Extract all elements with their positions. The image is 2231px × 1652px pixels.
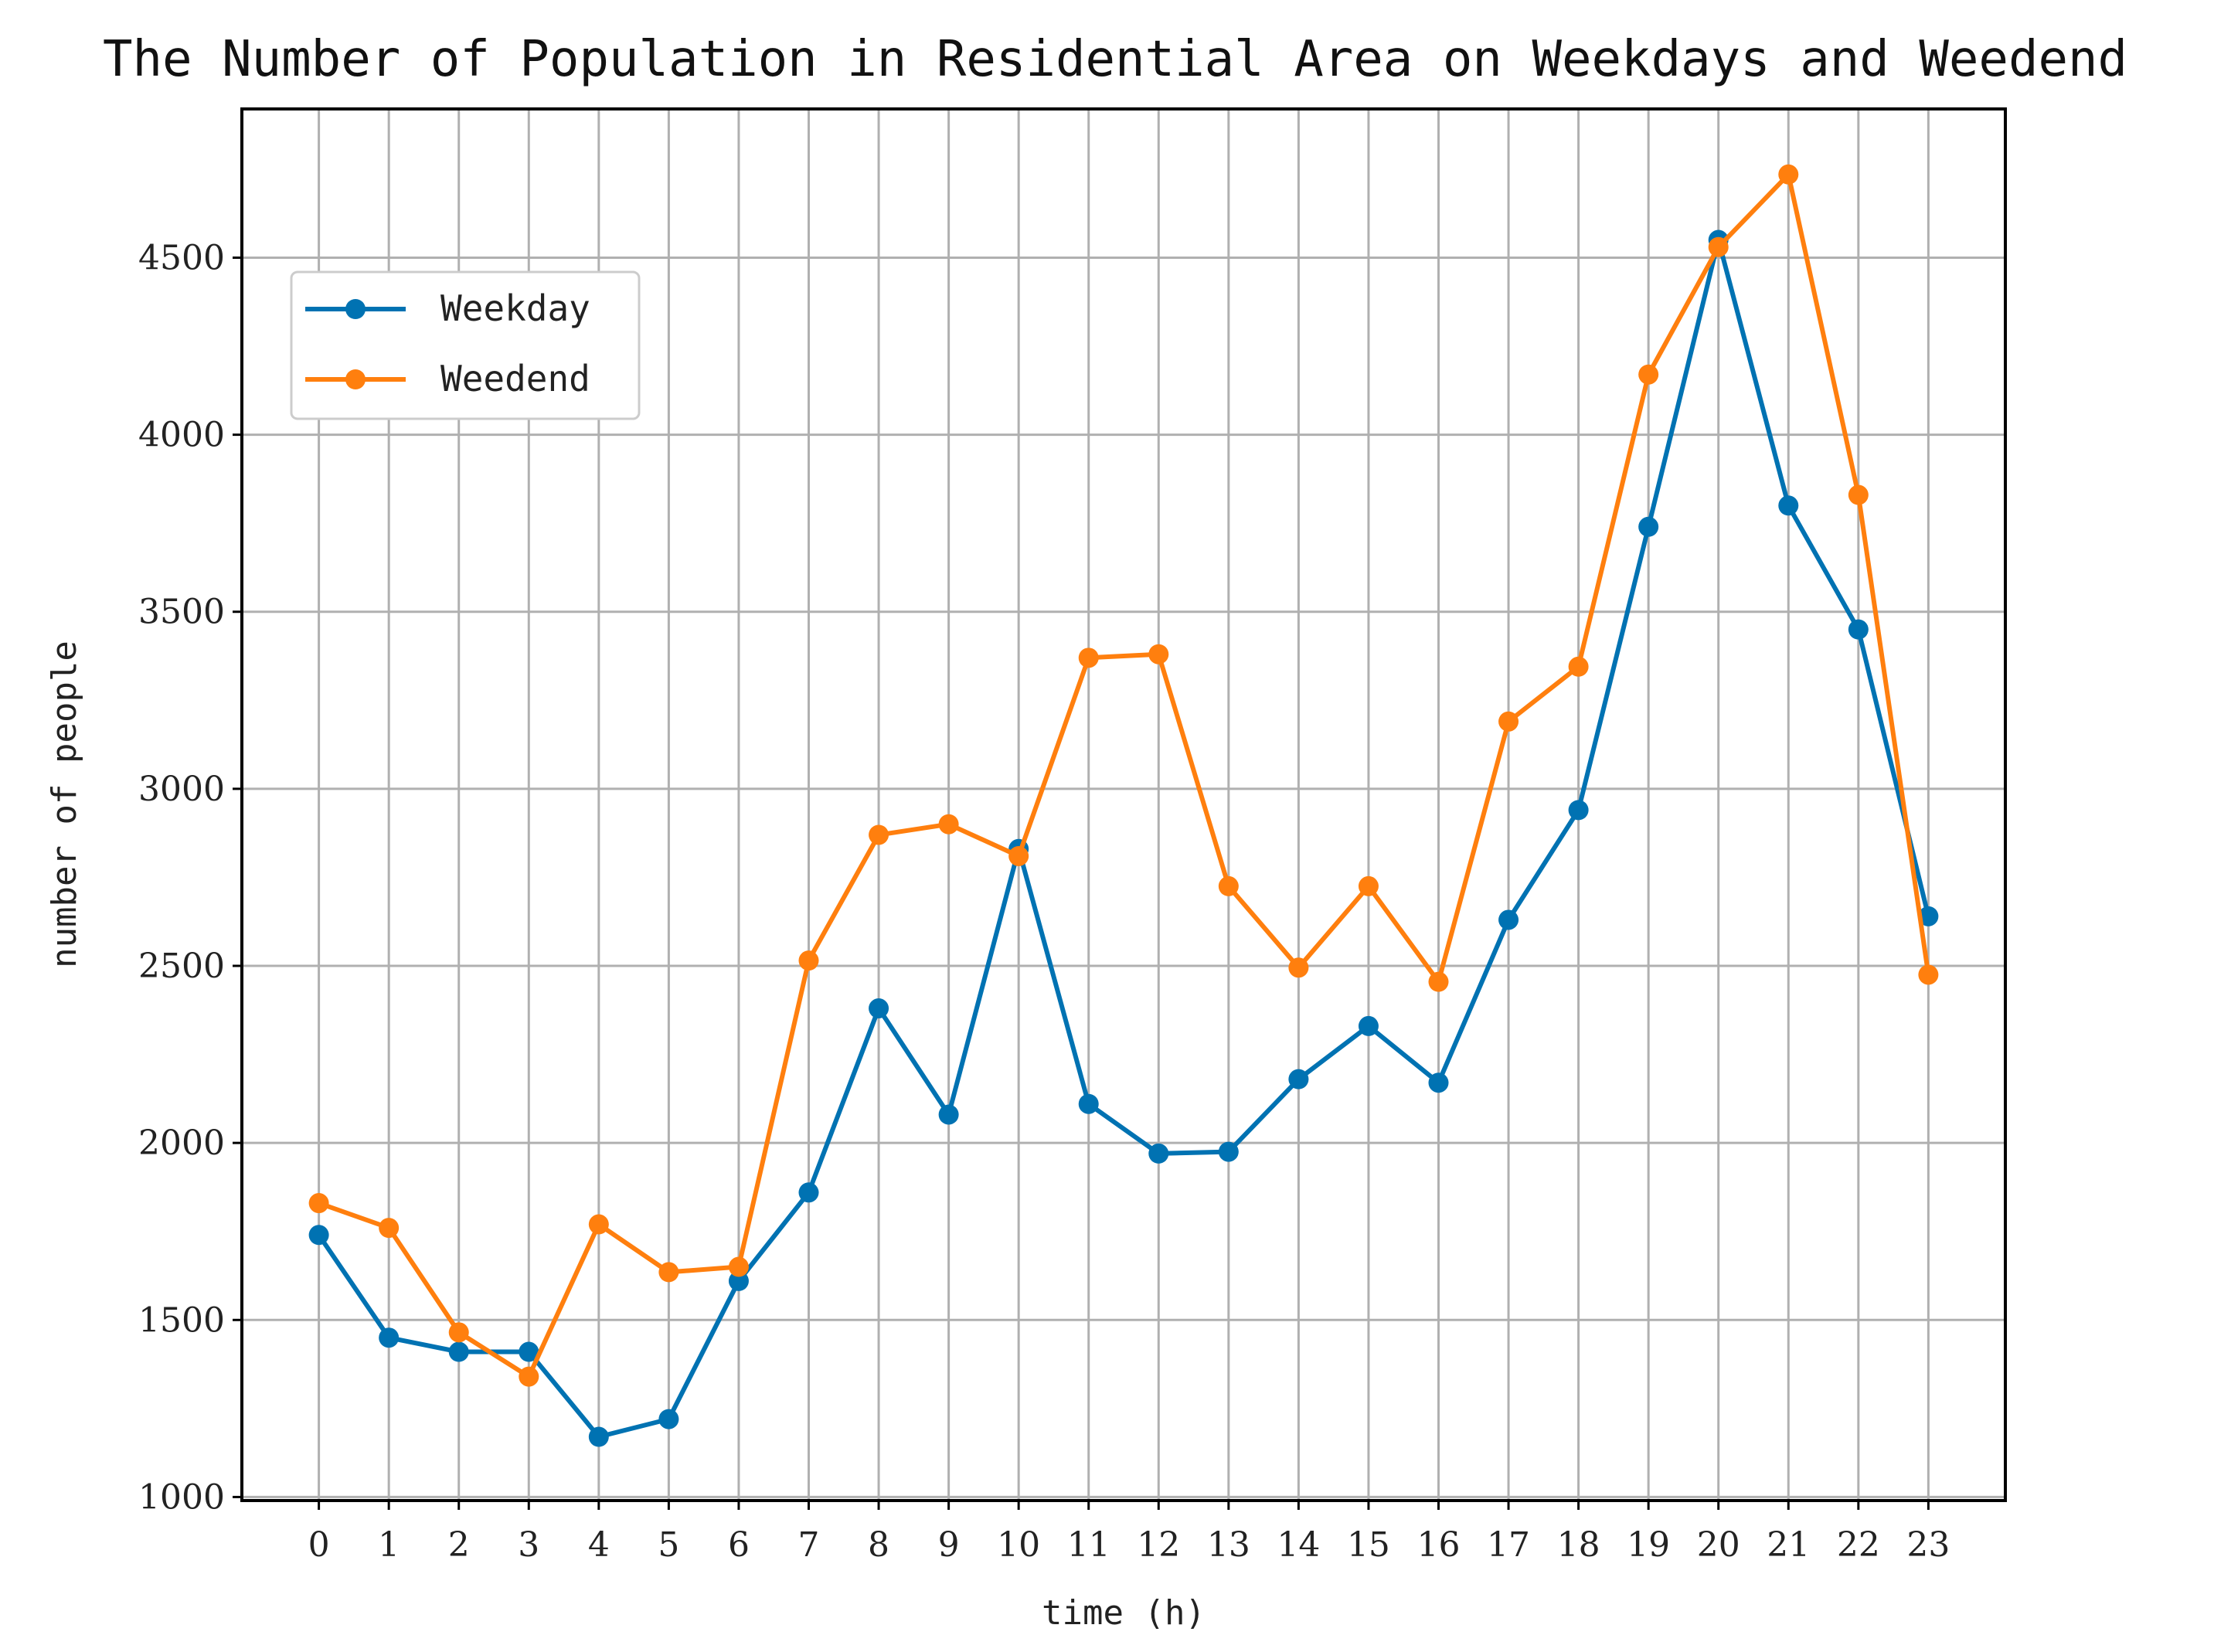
data-point-weekday [1638, 516, 1659, 537]
y-axis-ticks: 1000 1500 2000 2500 3000 3500 4000 4500 [138, 238, 242, 1517]
data-point-weekday [1778, 495, 1799, 516]
series-line-weedend [318, 172, 1931, 1379]
data-point-weedend [658, 1262, 679, 1283]
x-tick-label: 15 [1347, 1525, 1390, 1565]
legend: Weekday Weedend [290, 270, 641, 420]
data-point-weedend [1638, 364, 1659, 385]
x-tick-label: 12 [1137, 1525, 1180, 1565]
legend-marker-weedend [345, 369, 366, 389]
data-point-weedend [1148, 644, 1169, 665]
series-lines [308, 164, 1939, 1447]
data-point-weedend [1708, 236, 1729, 257]
data-point-weedend [519, 1366, 539, 1387]
data-point-weekday [448, 1341, 469, 1362]
y-tick-label: 1500 [138, 1300, 225, 1340]
data-point-weekday [658, 1409, 679, 1429]
x-tick-label: 13 [1207, 1525, 1250, 1565]
data-point-weekday [798, 1182, 819, 1203]
data-point-weedend [448, 1322, 469, 1343]
x-tick-label: 10 [997, 1525, 1040, 1565]
x-tick-label: 14 [1277, 1525, 1320, 1565]
data-point-weekday [1148, 1143, 1169, 1164]
data-point-weedend [728, 1256, 749, 1277]
x-tick-label: 3 [518, 1525, 539, 1565]
chart-title: The Number of Population in Residential … [103, 31, 2127, 88]
data-point-weekday [519, 1341, 539, 1362]
data-point-weekday [1918, 906, 1939, 926]
data-point-weekday [728, 1270, 749, 1291]
data-point-weedend [869, 824, 889, 845]
x-tick-label: 18 [1557, 1525, 1600, 1565]
data-point-weedend [1778, 164, 1799, 185]
data-point-weedend [938, 814, 959, 834]
data-point-weekday [588, 1426, 609, 1447]
legend-label-weedend: Weedend [440, 358, 590, 399]
x-tick-label: 1 [378, 1525, 400, 1565]
data-point-weedend [1498, 711, 1519, 732]
y-axis-label: number of people [45, 641, 84, 968]
x-tick-label: 2 [448, 1525, 470, 1565]
data-point-weedend [1358, 875, 1379, 896]
x-tick-label: 0 [308, 1525, 330, 1565]
data-point-weekday [1848, 619, 1869, 640]
y-tick-label: 4500 [138, 238, 225, 277]
data-point-weekday [1288, 1069, 1309, 1089]
data-point-weedend [798, 950, 819, 971]
data-point-weedend [308, 1193, 329, 1214]
x-axis-label: time (h) [1042, 1593, 1206, 1633]
data-point-weedend [1428, 971, 1449, 992]
x-tick-label: 4 [588, 1525, 610, 1565]
data-point-weekday [1358, 1015, 1379, 1036]
data-point-weekday [1568, 800, 1589, 821]
x-axis-ticks: 0 1 2 3 4 5 6 7 8 9 10 11 12 13 14 15 16 17 18 19 20 21 22 23 [308, 1501, 1950, 1565]
x-tick-label: 5 [658, 1525, 679, 1565]
y-tick-label: 1000 [138, 1477, 225, 1517]
data-point-weekday [1218, 1141, 1239, 1162]
x-tick-label: 23 [1906, 1525, 1950, 1565]
data-point-weekday [379, 1327, 400, 1348]
data-point-weedend [1218, 875, 1239, 896]
y-tick-label: 2500 [138, 947, 225, 986]
legend-marker-weekday [345, 299, 366, 319]
x-tick-label: 16 [1417, 1525, 1461, 1565]
y-tick-label: 3500 [138, 593, 225, 632]
x-tick-label: 17 [1487, 1525, 1530, 1565]
y-tick-label: 3000 [138, 770, 225, 809]
x-tick-label: 11 [1067, 1525, 1110, 1565]
x-tick-label: 6 [728, 1525, 750, 1565]
x-tick-label: 19 [1627, 1525, 1670, 1565]
x-tick-label: 22 [1837, 1525, 1880, 1565]
data-point-weedend [1288, 957, 1309, 978]
grid-lines [242, 109, 2005, 1501]
x-tick-label: 8 [868, 1525, 889, 1565]
x-tick-label: 9 [938, 1525, 960, 1565]
data-point-weekday [1428, 1072, 1449, 1093]
y-tick-label: 2000 [138, 1123, 225, 1163]
x-tick-label: 20 [1697, 1525, 1740, 1565]
plot-frame [240, 107, 2007, 1502]
x-tick-label: 21 [1767, 1525, 1810, 1565]
data-point-weekday [308, 1225, 329, 1246]
data-point-weedend [1848, 484, 1869, 505]
data-point-weedend [1918, 964, 1939, 985]
data-point-weekday [869, 998, 889, 1019]
data-point-weedend [1568, 656, 1589, 677]
data-point-weedend [379, 1218, 400, 1239]
data-point-weedend [1008, 845, 1029, 866]
legend-label-weekday: Weekday [440, 287, 590, 329]
data-point-weedend [588, 1214, 609, 1235]
data-point-weedend [1078, 648, 1099, 668]
series-line-weekday [317, 237, 1931, 1440]
data-point-weekday [1078, 1093, 1099, 1114]
y-tick-label: 4000 [138, 416, 225, 455]
data-point-weekday [1498, 909, 1519, 930]
data-point-weekday [938, 1104, 959, 1125]
x-tick-label: 7 [798, 1525, 820, 1565]
